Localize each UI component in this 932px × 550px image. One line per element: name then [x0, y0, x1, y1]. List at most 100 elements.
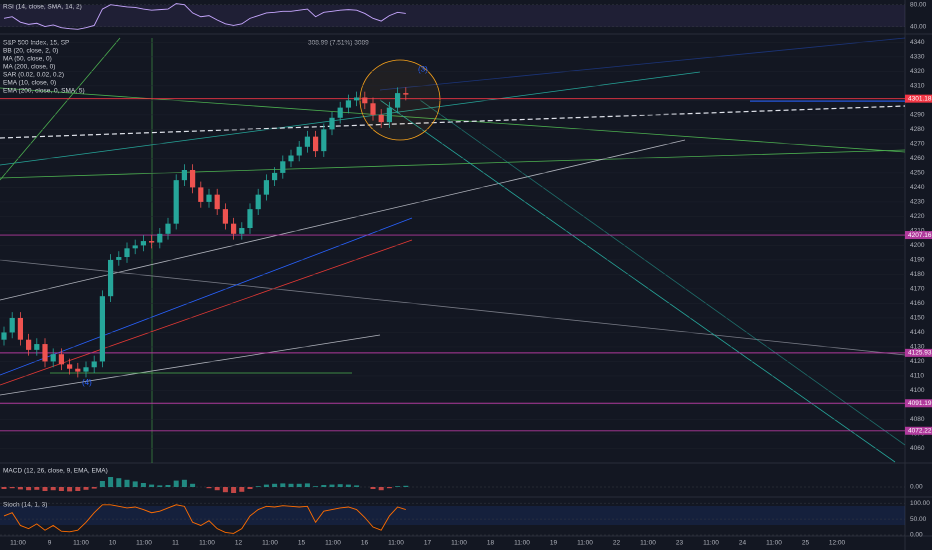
y-tick-label: 4190	[910, 257, 925, 264]
x-tick-label: 11:00	[388, 540, 404, 547]
x-tick-label: 24	[739, 540, 747, 547]
histogram-bar	[116, 478, 122, 487]
histogram-bar	[91, 487, 97, 489]
x-tick-label: 25	[802, 540, 810, 547]
x-tick-label: 11:00	[199, 540, 215, 547]
x-tick-label: 9	[48, 540, 52, 547]
y-tick-label: 4150	[910, 315, 925, 322]
histogram-bar	[321, 485, 327, 487]
y-tick-label: 4130	[910, 344, 925, 351]
candle-body	[403, 93, 409, 95]
histogram-bar	[99, 481, 105, 487]
histogram-bar	[222, 487, 228, 493]
level-tag	[905, 94, 932, 103]
histogram-bar	[181, 479, 187, 487]
candle-body	[222, 209, 228, 224]
candle-body	[173, 180, 179, 224]
level-tag	[905, 426, 932, 435]
x-tick-label: 12	[235, 540, 243, 547]
candle-body	[263, 180, 269, 195]
price-title: S&P 500 Index, 15, SP	[3, 40, 69, 47]
y-tick-label: 4220	[910, 213, 925, 220]
candle-body	[165, 223, 171, 234]
histogram-bar	[239, 487, 245, 492]
y-tick-label: 4080	[910, 416, 925, 423]
indicator-legend: EMA (200, close, 0, SMA, 5)	[3, 88, 85, 95]
candle-body	[280, 161, 286, 173]
candle-body	[9, 317, 15, 333]
y-tick-label: 4260	[910, 155, 925, 162]
candle-body	[26, 339, 32, 350]
x-tick-label: 11:00	[262, 540, 278, 547]
x-tick-label: 11:00	[325, 540, 341, 547]
histogram-bar	[190, 483, 196, 487]
candle-body	[378, 114, 384, 123]
histogram-bar	[329, 484, 335, 487]
histogram-bar	[50, 487, 56, 491]
histogram-bar	[1, 487, 7, 489]
indicator-legend: MA (200, close, 0)	[3, 64, 55, 71]
y-tick-label: 4250	[910, 170, 925, 177]
y-tick-label: 4330	[910, 54, 925, 61]
x-tick-label: 11:00	[451, 540, 467, 547]
histogram-bar	[263, 484, 269, 487]
y-tick-label: 100.00	[910, 500, 930, 507]
candle-body	[91, 361, 97, 368]
x-tick-label: 11:00	[73, 540, 89, 547]
y-tick-label: 4160	[910, 300, 925, 307]
histogram-bar	[140, 483, 146, 487]
histogram-bar	[345, 484, 351, 487]
candle-body	[386, 107, 392, 123]
candle-body	[124, 248, 130, 258]
wave-label: (4)	[82, 378, 92, 387]
y-tick-label: 4060	[910, 445, 925, 452]
y-tick-label: 4100	[910, 387, 925, 394]
candle-body	[214, 194, 220, 210]
y-tick-label: 4180	[910, 271, 925, 278]
candle-body	[272, 172, 278, 181]
histogram-bar	[337, 484, 343, 487]
indicator-legend: BB (20, close, 2, 0)	[3, 48, 58, 55]
histogram-bar	[34, 487, 40, 490]
x-tick-label: 11:00	[703, 540, 719, 547]
rsi-title: RSI (14, close, SMA, 14, 2)	[3, 4, 82, 11]
x-tick-label: 18	[487, 540, 495, 547]
candle-body	[83, 367, 89, 372]
candle-body	[17, 317, 23, 340]
y-tick-label: 4310	[910, 83, 925, 90]
histogram-bar	[17, 487, 23, 490]
histogram-bar	[9, 487, 15, 489]
candle-body	[395, 93, 401, 108]
x-tick-label: 11:00	[766, 540, 782, 547]
candle-body	[255, 194, 261, 210]
histogram-bar	[75, 487, 81, 491]
x-tick-label: 11:00	[577, 540, 593, 547]
indicator-line	[3, 504, 406, 534]
histogram-bar	[149, 484, 155, 487]
x-tick-label: 11:00	[136, 540, 152, 547]
histogram-bar	[124, 479, 130, 487]
y-tick-label: 4170	[910, 286, 925, 293]
level-tag	[905, 348, 932, 357]
x-tick-label: 11:00	[10, 540, 26, 547]
candle-body	[239, 228, 245, 234]
indicator-legend: MA (50, close, 0)	[3, 56, 52, 63]
histogram-bar	[354, 485, 360, 487]
x-tick-label: 11:00	[514, 540, 530, 547]
histogram-bar	[67, 487, 73, 492]
histogram-bar	[255, 486, 261, 487]
candle-body	[190, 169, 196, 188]
y-tick-label: 4280	[910, 126, 925, 133]
candle-body	[354, 97, 360, 101]
x-tick-label: 17	[424, 540, 432, 547]
x-tick-label: 16	[361, 540, 369, 547]
candle-body	[304, 136, 310, 147]
candle-body	[198, 187, 204, 202]
candle-body	[370, 103, 376, 115]
y-tick-label: 80.00	[910, 1, 927, 8]
histogram-bar	[157, 485, 163, 487]
candle-body	[42, 344, 48, 362]
histogram-bar	[83, 487, 89, 490]
